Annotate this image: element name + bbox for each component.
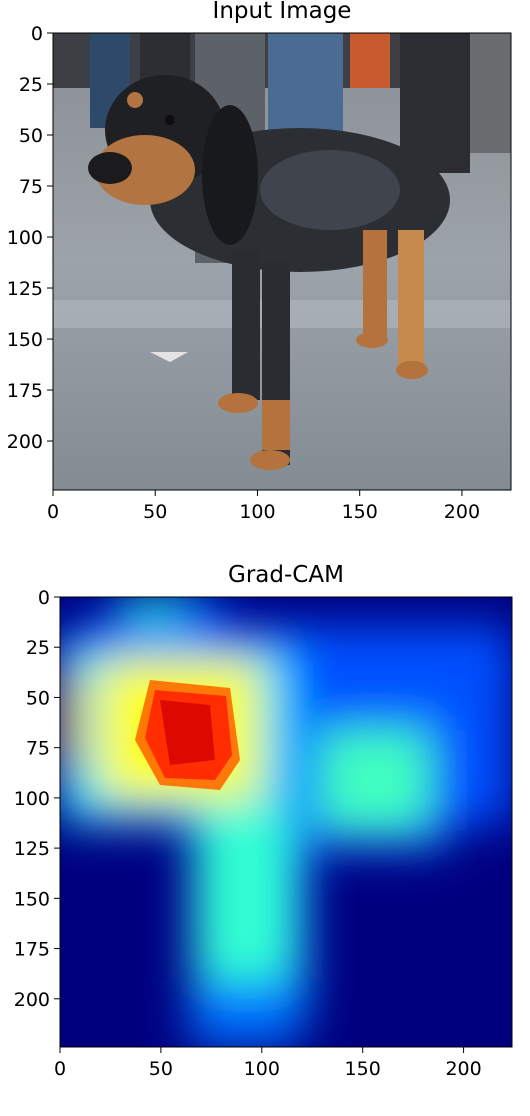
gradcam-axes: 0 50 100 150 200 0 25 50 75 100 125 150 175 200: [14, 587, 482, 1080]
gradcam-x-tick-label: 200: [445, 1058, 481, 1080]
input-image-frame: [52, 32, 512, 491]
gradcam-y-tick-label: 50: [26, 687, 50, 709]
input-y-tick-label: 150: [7, 329, 43, 351]
input-x-tick-label: 150: [342, 501, 378, 523]
input-x-tick-label: 0: [47, 501, 59, 523]
input-y-tick-label: 25: [19, 74, 43, 96]
gradcam-title: Grad-CAM: [228, 562, 344, 588]
gradcam-frame: [59, 596, 513, 1048]
input-y-tick-label: 75: [19, 176, 43, 198]
input-photo: [53, 33, 511, 490]
gradcam-y-tick-label: 200: [14, 989, 50, 1011]
input-image-title: Input Image: [213, 0, 352, 24]
input-image-axes: 0 50 100 150 200 0 25 50 75 100 125 150 175 200: [7, 23, 480, 523]
gradcam-x-tick-label: 100: [244, 1058, 280, 1080]
input-y-tick-label: 175: [7, 380, 43, 402]
input-x-tick-label: 100: [239, 501, 275, 523]
gradcam-heatmap: [60, 597, 512, 1047]
input-y-tick-label: 100: [7, 227, 43, 249]
gradcam-x-tick-label: 150: [345, 1058, 381, 1080]
input-y-tick-label: 0: [31, 23, 43, 45]
input-x-tick-label: 200: [444, 501, 480, 523]
gradcam-x-tick-label: 0: [54, 1058, 66, 1080]
gradcam-y-tick-label: 150: [14, 888, 50, 910]
gradcam-y-tick-label: 175: [14, 939, 50, 961]
gradcam-y-tick-label: 25: [26, 637, 50, 659]
input-y-tick-label: 50: [19, 125, 43, 147]
gradcam-y-tick-label: 100: [14, 788, 50, 810]
gradcam-y-tick-label: 75: [26, 738, 50, 760]
gradcam-y-tick-label: 0: [38, 587, 50, 609]
input-x-tick-label: 50: [143, 501, 167, 523]
input-y-tick-label: 200: [7, 431, 43, 453]
gradcam-y-tick-label: 125: [14, 838, 50, 860]
input-y-tick-label: 125: [7, 278, 43, 300]
gradcam-x-tick-label: 50: [149, 1058, 173, 1080]
